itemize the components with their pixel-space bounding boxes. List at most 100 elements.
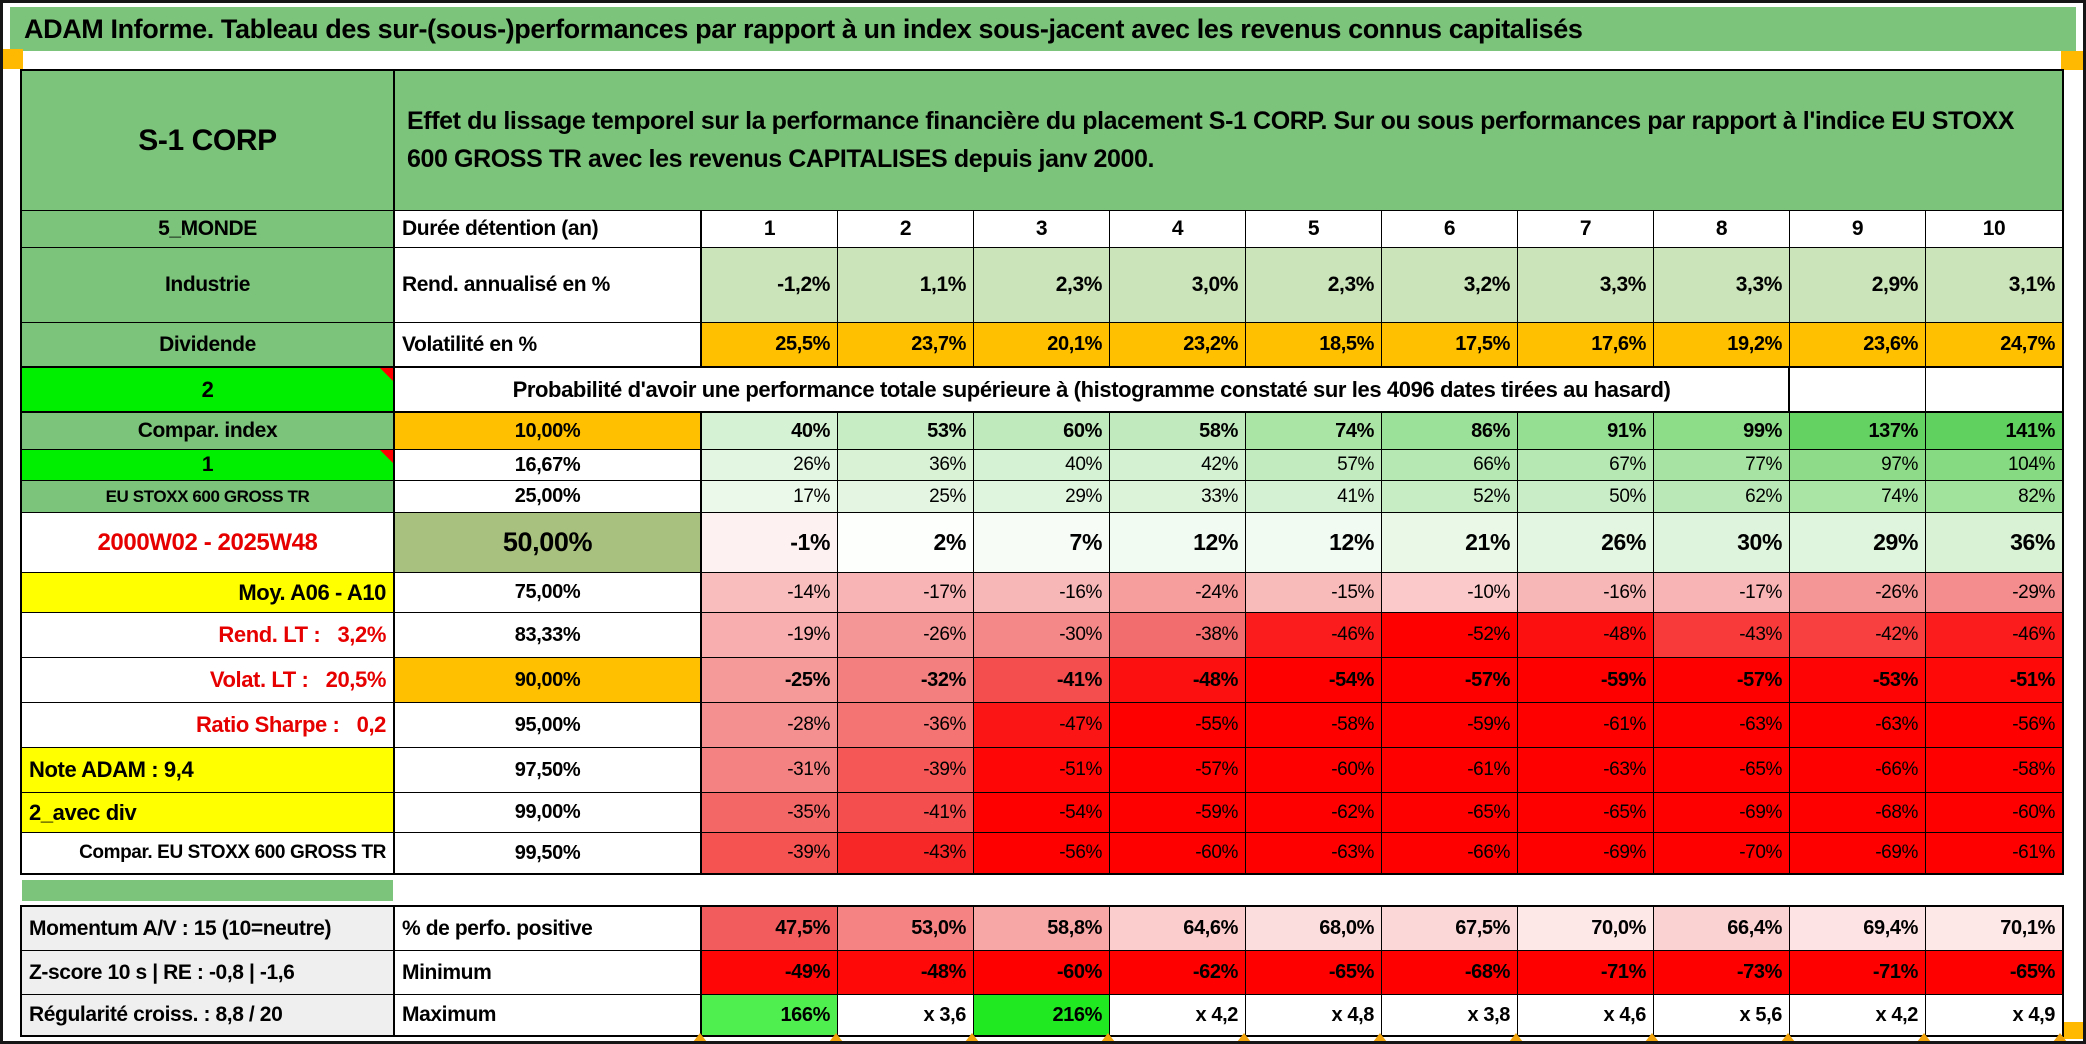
row-desc-cell[interactable]: 90,00% [395,658,702,703]
data-cell[interactable]: 7% [974,513,1110,573]
data-cell[interactable]: -46% [1926,613,2062,658]
data-cell[interactable]: 23,2% [1110,323,1246,368]
row-desc-cell[interactable]: 99,00% [395,793,702,833]
data-cell[interactable]: -48% [838,951,974,995]
data-cell[interactable]: 216% [974,995,1110,1035]
data-cell[interactable]: 58% [1110,413,1246,450]
data-cell[interactable]: 62% [1654,481,1790,513]
data-cell[interactable]: 104% [1926,450,2062,481]
data-cell[interactable]: -65% [1382,793,1518,833]
data-cell[interactable]: 141% [1926,413,2062,450]
data-cell[interactable]: -62% [1110,951,1246,995]
data-cell[interactable]: 19,2% [1654,323,1790,368]
data-cell[interactable]: x 5,6 [1654,995,1790,1035]
data-cell[interactable]: 3,0% [1110,248,1246,323]
data-cell[interactable]: -65% [1518,793,1654,833]
data-cell[interactable]: -68% [1382,951,1518,995]
row-label-cell[interactable]: Note ADAM : 9,4 [22,748,395,793]
data-cell[interactable]: -63% [1790,703,1926,748]
data-cell[interactable]: -32% [838,658,974,703]
data-cell[interactable]: 60% [974,413,1110,450]
data-cell[interactable]: 68,0% [1246,907,1382,951]
data-cell[interactable]: 3 [974,211,1110,248]
row-label-cell[interactable]: 2 [22,368,395,413]
data-cell[interactable]: -16% [1518,573,1654,613]
data-cell[interactable]: -15% [1246,573,1382,613]
data-cell[interactable]: -60% [1246,748,1382,793]
data-cell[interactable]: -60% [1110,833,1246,873]
data-cell[interactable]: 1,1% [838,248,974,323]
data-cell[interactable]: -69% [1654,793,1790,833]
data-cell[interactable]: -66% [1790,748,1926,793]
data-cell[interactable]: 67% [1518,450,1654,481]
row-desc-cell[interactable]: 75,00% [395,573,702,613]
data-cell[interactable]: -63% [1518,748,1654,793]
data-cell[interactable]: 3,1% [1926,248,2062,323]
data-cell[interactable]: 41% [1246,481,1382,513]
data-cell[interactable]: 5 [1246,211,1382,248]
data-cell[interactable]: 20,1% [974,323,1110,368]
row-desc-cell[interactable]: 10,00% [395,413,702,450]
data-cell[interactable]: 74% [1246,413,1382,450]
data-cell[interactable]: -26% [838,613,974,658]
data-cell[interactable]: -71% [1518,951,1654,995]
data-cell[interactable]: x 4,9 [1926,995,2062,1035]
data-cell[interactable]: 47,5% [702,907,838,951]
data-cell[interactable]: 52% [1382,481,1518,513]
row-label-cell[interactable]: 5_MONDE [22,211,395,248]
data-cell[interactable]: -70% [1654,833,1790,873]
data-cell[interactable]: 3,3% [1654,248,1790,323]
data-cell[interactable]: -51% [974,748,1110,793]
row-desc-cell[interactable]: 95,00% [395,703,702,748]
data-cell[interactable]: -17% [838,573,974,613]
data-cell[interactable]: -59% [1518,658,1654,703]
data-cell[interactable]: -66% [1382,833,1518,873]
data-cell[interactable]: -51% [1926,658,2062,703]
data-cell[interactable]: -56% [974,833,1110,873]
data-cell[interactable]: -28% [702,703,838,748]
data-cell[interactable]: -48% [1518,613,1654,658]
data-cell[interactable]: -57% [1382,658,1518,703]
data-cell[interactable]: -65% [1926,951,2062,995]
data-cell[interactable]: -43% [838,833,974,873]
data-cell[interactable]: -62% [1246,793,1382,833]
data-cell[interactable]: -30% [974,613,1110,658]
data-cell[interactable]: 8 [1654,211,1790,248]
data-cell[interactable]: x 4,6 [1518,995,1654,1035]
data-cell[interactable]: 82% [1926,481,2062,513]
data-cell[interactable]: -54% [1246,658,1382,703]
data-cell[interactable]: 70,0% [1518,907,1654,951]
row-desc-cell[interactable]: Maximum [395,995,702,1035]
data-cell[interactable]: 17% [702,481,838,513]
data-cell[interactable]: 29% [974,481,1110,513]
data-cell[interactable]: -61% [1926,833,2062,873]
empty-cell[interactable] [1790,368,1926,413]
data-cell[interactable]: 3,2% [1382,248,1518,323]
data-cell[interactable]: 66,4% [1654,907,1790,951]
data-cell[interactable]: -60% [1926,793,2062,833]
row-label-cell[interactable]: Ratio Sharpe : 0,2 [22,703,395,748]
data-cell[interactable]: 30% [1654,513,1790,573]
data-cell[interactable]: -39% [702,833,838,873]
data-cell[interactable]: -69% [1790,833,1926,873]
row-desc-cell[interactable]: Minimum [395,951,702,995]
data-cell[interactable]: 36% [1926,513,2062,573]
data-cell[interactable]: x 4,2 [1110,995,1246,1035]
data-cell[interactable]: -31% [702,748,838,793]
row-desc-cell[interactable]: 97,50% [395,748,702,793]
data-cell[interactable]: -61% [1518,703,1654,748]
data-cell[interactable]: -56% [1926,703,2062,748]
data-cell[interactable]: 74% [1790,481,1926,513]
row-label-cell[interactable]: Régularité croiss. : 8,8 / 20 [22,995,395,1035]
data-cell[interactable]: 1 [702,211,838,248]
data-cell[interactable]: 26% [1518,513,1654,573]
data-cell[interactable]: 99% [1654,413,1790,450]
data-cell[interactable]: 53% [838,413,974,450]
data-cell[interactable]: 26% [702,450,838,481]
data-cell[interactable]: 50% [1518,481,1654,513]
data-cell[interactable]: -59% [1110,793,1246,833]
data-cell[interactable]: -41% [974,658,1110,703]
row-label-cell[interactable]: 1 [22,450,395,481]
empty-cell[interactable] [1926,368,2062,413]
data-cell[interactable]: 6 [1382,211,1518,248]
